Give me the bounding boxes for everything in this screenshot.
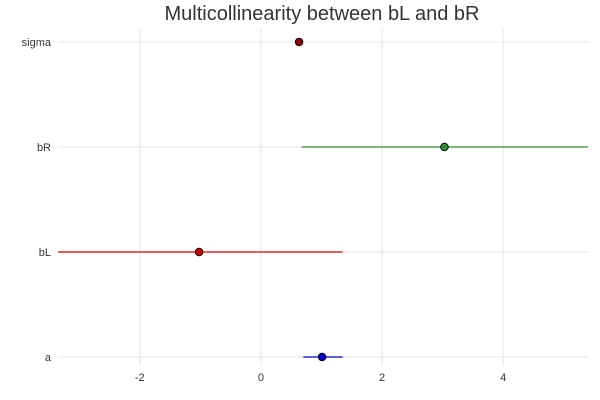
interval-layer [58,41,588,358]
x-tick-label: 4 [500,372,506,384]
y-tick-label: bL [39,247,51,259]
y-tick-label: sigma [22,37,52,49]
y-tick-label: bR [37,142,51,154]
estimate-point-a [317,352,327,362]
x-tick-label: 0 [258,372,264,384]
x-tick-label: -2 [135,372,145,384]
estimate-point-sigma [294,37,304,47]
y-tick-label: a [45,352,52,364]
y-axis-ticks: a bL bR sigma [22,37,52,364]
x-axis-ticks: -2 0 2 4 [135,372,506,384]
point-layer [194,37,449,362]
x-tick-label: 2 [379,372,385,384]
estimate-point-bL [194,247,204,257]
estimate-point-bR [440,142,449,152]
chart-title: Multicollinearity between bL and bR [165,3,480,25]
grid-layer [58,28,588,366]
